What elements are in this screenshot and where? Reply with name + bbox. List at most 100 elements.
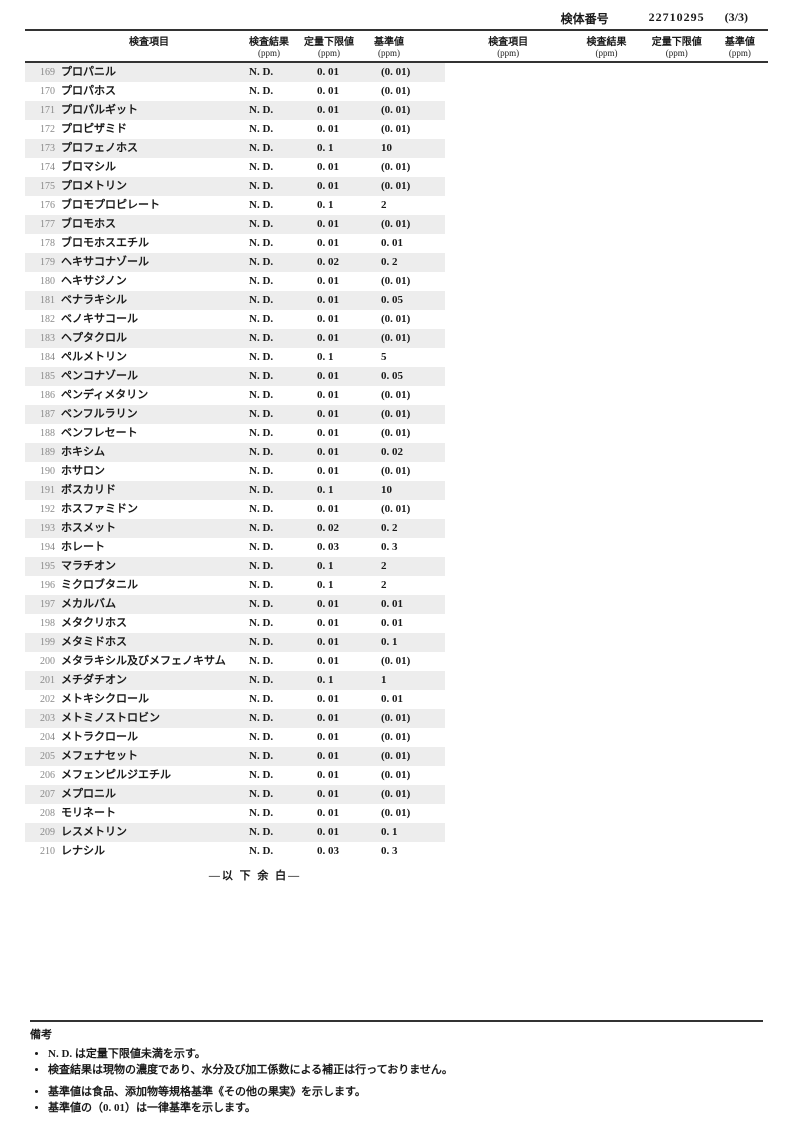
- data-rows: 169プロパニルN. D.0. 01(0. 01)170プロパホスN. D.0.…: [25, 63, 445, 861]
- row-lower: 0. 03: [309, 842, 377, 861]
- row-lower: 0. 01: [309, 424, 377, 443]
- table-row: 175プロメトリンN. D.0. 01(0. 01): [25, 177, 445, 196]
- table-row: 172プロピザミドN. D.0. 01(0. 01): [25, 120, 445, 139]
- row-number: 200: [25, 652, 57, 671]
- hdr-result: 検査結果(ppm): [239, 33, 299, 58]
- header: 検体番号 22710295 (3/3): [25, 10, 768, 29]
- row-number: 210: [25, 842, 57, 861]
- row-number: 176: [25, 196, 57, 215]
- row-result: N. D.: [241, 823, 309, 842]
- footer-note: 基準値は食品、添加物等規格基準《その他の果実》を示します。: [48, 1083, 763, 1099]
- row-name: メトキシクロール: [57, 690, 241, 709]
- row-name: メタラキシル及びメフェノキサム: [57, 652, 241, 671]
- row-number: 196: [25, 576, 57, 595]
- row-number: 207: [25, 785, 57, 804]
- row-name: ベナラキシル: [57, 291, 241, 310]
- row-lower: 0. 01: [309, 747, 377, 766]
- row-lower: 0. 01: [309, 120, 377, 139]
- row-number: 186: [25, 386, 57, 405]
- row-name: ミクロブタニル: [57, 576, 241, 595]
- row-std: (0. 01): [377, 766, 441, 785]
- row-number: 194: [25, 538, 57, 557]
- row-result: N. D.: [241, 595, 309, 614]
- table-row: 188ベンフレセートN. D.0. 01(0. 01): [25, 424, 445, 443]
- row-name: マラチオン: [57, 557, 241, 576]
- row-result: N. D.: [241, 329, 309, 348]
- table-row: 195マラチオンN. D.0. 12: [25, 557, 445, 576]
- column-headers-right: 検査項目(ppm) 検査結果(ppm) 定量下限値(ppm) 基準値(ppm): [445, 31, 768, 63]
- row-lower: 0. 01: [309, 500, 377, 519]
- row-result: N. D.: [241, 728, 309, 747]
- row-std: 10: [377, 139, 441, 158]
- row-name: ブロモプロピレート: [57, 196, 241, 215]
- row-result: N. D.: [241, 576, 309, 595]
- row-number: 178: [25, 234, 57, 253]
- row-lower: 0. 1: [309, 557, 377, 576]
- end-marker: ―以 下 余 白―: [25, 861, 445, 883]
- row-name: メタミドホス: [57, 633, 241, 652]
- row-number: 181: [25, 291, 57, 310]
- row-result: N. D.: [241, 158, 309, 177]
- row-std: (0. 01): [377, 462, 441, 481]
- row-name: ホスファミドン: [57, 500, 241, 519]
- table-row: 169プロパニルN. D.0. 01(0. 01): [25, 63, 445, 82]
- row-number: 203: [25, 709, 57, 728]
- table-row: 201メチダチオンN. D.0. 11: [25, 671, 445, 690]
- table-row: 196ミクロブタニルN. D.0. 12: [25, 576, 445, 595]
- row-std: 5: [377, 348, 441, 367]
- table-row: 192ホスファミドンN. D.0. 01(0. 01): [25, 500, 445, 519]
- row-lower: 0. 1: [309, 348, 377, 367]
- row-number: 208: [25, 804, 57, 823]
- row-lower: 0. 01: [309, 367, 377, 386]
- row-lower: 0. 01: [309, 823, 377, 842]
- table-row: 197メカルバムN. D.0. 010. 01: [25, 595, 445, 614]
- table-row: 203メトミノストロビンN. D.0. 01(0. 01): [25, 709, 445, 728]
- page-number: (3/3): [725, 10, 748, 27]
- row-result: N. D.: [241, 63, 309, 82]
- row-lower: 0. 1: [309, 196, 377, 215]
- row-lower: 0. 01: [309, 329, 377, 348]
- row-result: N. D.: [241, 785, 309, 804]
- row-result: N. D.: [241, 614, 309, 633]
- row-name: ヘキサコナゾール: [57, 253, 241, 272]
- row-std: (0. 01): [377, 82, 441, 101]
- row-result: N. D.: [241, 804, 309, 823]
- row-number: 201: [25, 671, 57, 690]
- table-row: 170プロパホスN. D.0. 01(0. 01): [25, 82, 445, 101]
- footer-notes-2: 基準値は食品、添加物等規格基準《その他の果実》を示します。基準値の（0. 01）…: [30, 1083, 763, 1115]
- table-row: 178ブロモホスエチルN. D.0. 010. 01: [25, 234, 445, 253]
- left-column: 検査項目 検査結果(ppm) 定量下限値(ppm) 基準値(ppm) 169プロ…: [25, 31, 445, 883]
- row-name: ホサロン: [57, 462, 241, 481]
- row-lower: 0. 01: [309, 443, 377, 462]
- row-lower: 0. 01: [309, 215, 377, 234]
- row-lower: 0. 01: [309, 272, 377, 291]
- row-number: 206: [25, 766, 57, 785]
- row-name: プロパルギット: [57, 101, 241, 120]
- row-result: N. D.: [241, 766, 309, 785]
- row-std: (0. 01): [377, 747, 441, 766]
- sample-number: 22710295: [649, 10, 705, 27]
- row-std: (0. 01): [377, 158, 441, 177]
- row-result: N. D.: [241, 709, 309, 728]
- row-number: 204: [25, 728, 57, 747]
- row-std: (0. 01): [377, 386, 441, 405]
- row-name: プロパニル: [57, 63, 241, 82]
- table-row: 204メトラクロールN. D.0. 01(0. 01): [25, 728, 445, 747]
- row-number: 179: [25, 253, 57, 272]
- row-std: 0. 01: [377, 234, 441, 253]
- row-lower: 0. 01: [309, 766, 377, 785]
- table-row: 210レナシルN. D.0. 030. 3: [25, 842, 445, 861]
- row-std: 2: [377, 576, 441, 595]
- row-lower: 0. 1: [309, 481, 377, 500]
- footer-note: 基準値の（0. 01）は一律基準を示します。: [48, 1099, 763, 1115]
- row-number: 205: [25, 747, 57, 766]
- table-row: 191ボスカリドN. D.0. 110: [25, 481, 445, 500]
- row-number: 188: [25, 424, 57, 443]
- row-number: 199: [25, 633, 57, 652]
- row-std: 0. 01: [377, 690, 441, 709]
- row-result: N. D.: [241, 747, 309, 766]
- row-lower: 0. 01: [309, 291, 377, 310]
- hdr-result-r: 検査結果(ppm): [571, 33, 641, 58]
- row-std: 0. 01: [377, 595, 441, 614]
- table-row: 174ブロマシルN. D.0. 01(0. 01): [25, 158, 445, 177]
